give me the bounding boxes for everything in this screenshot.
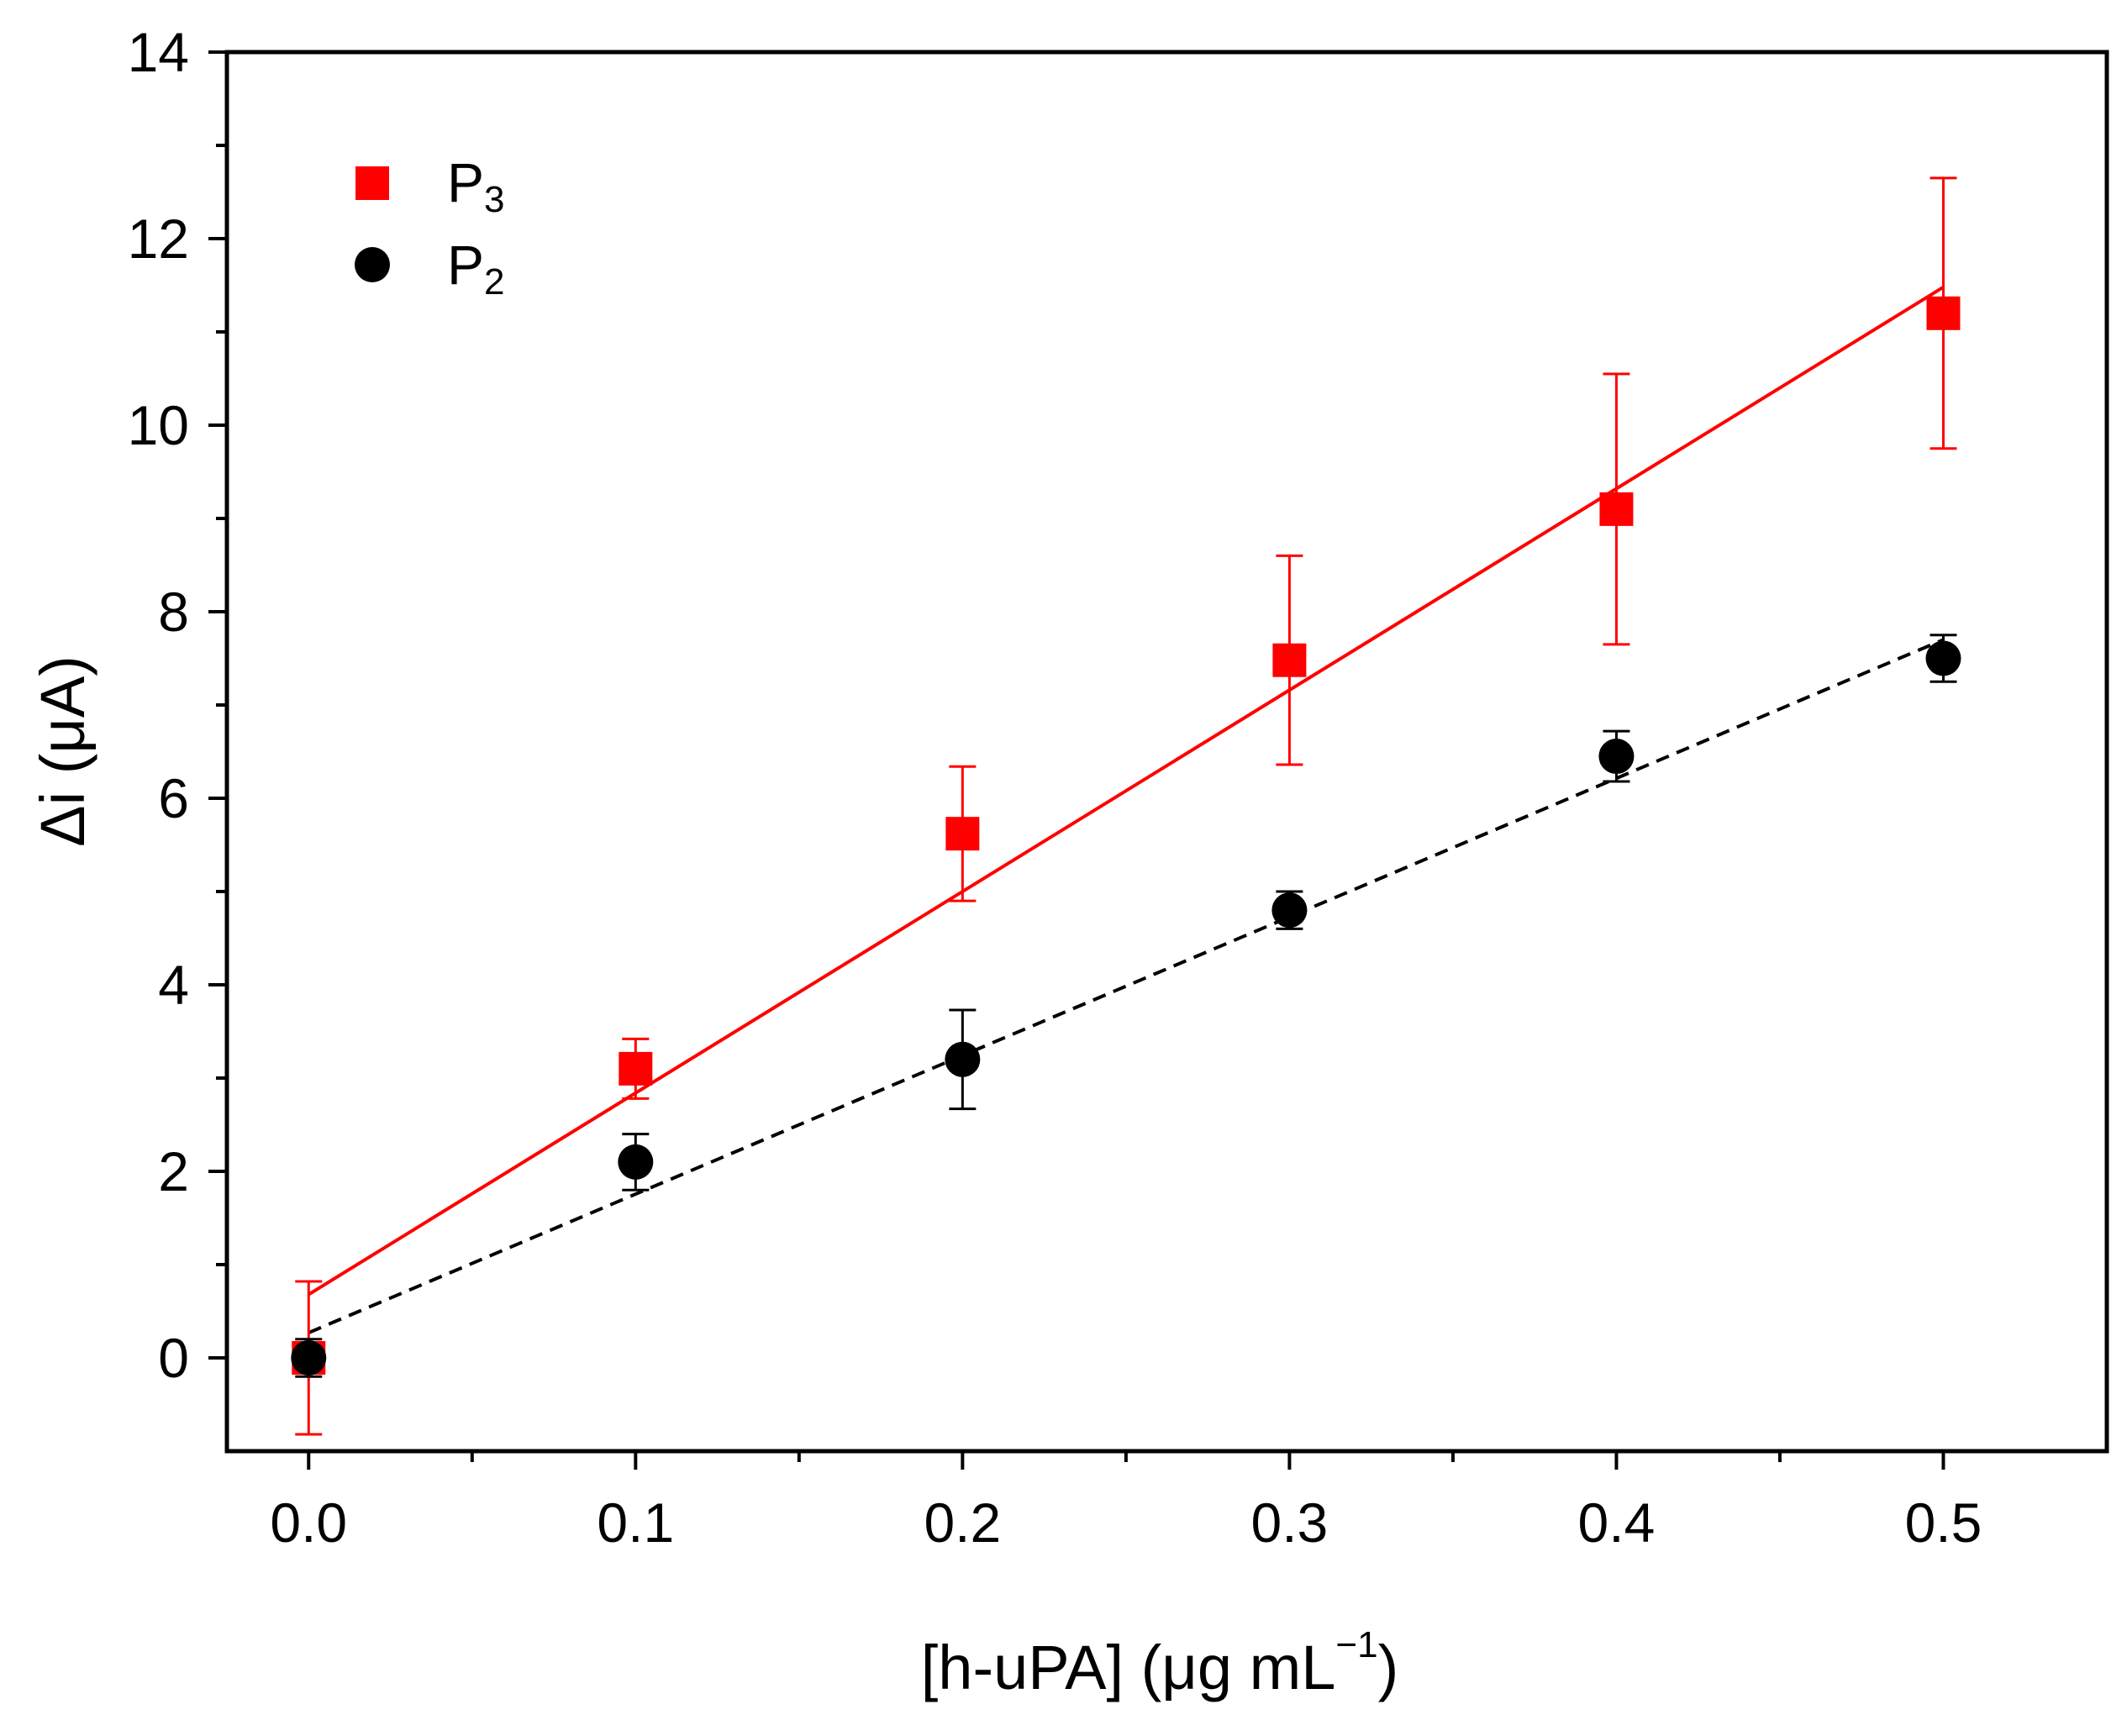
y-tick-label: 0 <box>158 1327 189 1389</box>
x-axis-ticks <box>307 1451 1945 1470</box>
legend-marker-p3 <box>355 166 389 200</box>
x-tick-label: 0.5 <box>1905 1491 1982 1554</box>
data-point-p3 <box>945 817 980 851</box>
data-point-p2 <box>1598 739 1635 775</box>
y-tick-label: 10 <box>128 394 189 456</box>
y-tick-label: 6 <box>158 767 189 829</box>
plot-area-frame <box>224 50 2109 1454</box>
error-bars <box>295 176 1957 1436</box>
fit-line-p3 <box>308 286 1945 1297</box>
y-axis-tick-labels: 0 2 4 6 8 10 12 14 <box>128 21 189 1389</box>
y-tick-label: 8 <box>158 581 189 643</box>
y-tick-label: 12 <box>128 208 189 270</box>
x-tick-label: 0.3 <box>1251 1491 1329 1554</box>
legend-marker-p2 <box>355 247 390 282</box>
legend-label-p3: P3 <box>447 151 505 220</box>
data-point-p3 <box>1272 643 1307 677</box>
x-tick-label: 0.1 <box>597 1491 674 1554</box>
data-point-p2 <box>1925 640 1961 676</box>
data-point-p3 <box>619 1051 653 1086</box>
x-tick-label: 0.0 <box>270 1491 347 1554</box>
data-point-p2 <box>291 1340 327 1376</box>
x-axis-title: [h-uPA] (μg mL−1) <box>921 1624 1398 1702</box>
y-axis-title: Δi (μA) <box>28 655 97 847</box>
data-markers <box>291 296 1961 1376</box>
data-point-p2 <box>618 1144 654 1180</box>
data-point-p3 <box>1926 296 1961 330</box>
y-tick-label: 14 <box>128 21 189 83</box>
x-tick-label: 0.4 <box>1578 1491 1656 1554</box>
y-tick-label: 4 <box>158 954 189 1016</box>
y-axis-ticks <box>208 50 227 1360</box>
fit-line-p2 <box>308 638 1945 1334</box>
data-point-p2 <box>945 1041 981 1077</box>
legend-label-p2: P2 <box>447 234 505 302</box>
data-point-p2 <box>1271 892 1308 928</box>
legend: P3 P2 <box>355 151 505 302</box>
x-axis-tick-labels: 0.0 0.1 0.2 0.3 0.4 0.5 <box>270 1491 1982 1554</box>
x-tick-label: 0.2 <box>924 1491 1001 1554</box>
y-tick-label: 2 <box>158 1140 189 1202</box>
fit-lines <box>308 286 1945 1334</box>
data-point-p3 <box>1599 492 1634 526</box>
